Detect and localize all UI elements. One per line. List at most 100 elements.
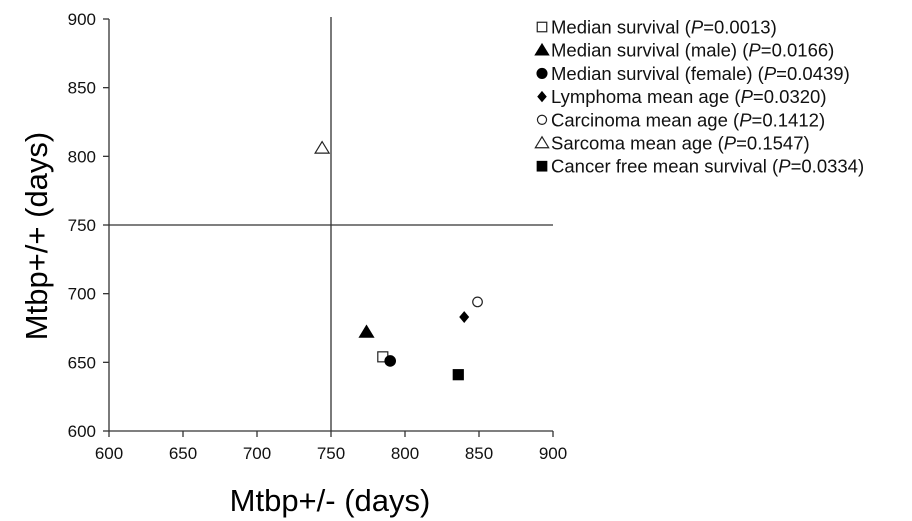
- x-tick-label: 750: [317, 444, 345, 463]
- data-point-carcinoma-mean-age: [472, 296, 483, 308]
- legend-p-value: 0.0439: [787, 63, 844, 84]
- data-point-median-survival-female: [384, 355, 396, 367]
- legend-paren-close: ): [858, 156, 864, 177]
- legend-item-median-survival: Median survival (P=0.0013): [536, 17, 777, 38]
- legend-paren-open: (: [680, 17, 692, 38]
- legend-equals: =: [703, 17, 714, 38]
- y-tick-label: 650: [68, 353, 96, 372]
- marker-shape: [534, 135, 550, 149]
- legend-paren-close: ): [771, 17, 777, 38]
- legend-paren-close: ): [844, 63, 850, 84]
- data-point-sarcoma-mean-age: [314, 140, 331, 154]
- legend-p-value: 0.1547: [747, 133, 804, 154]
- legend-p-value: 0.0334: [801, 156, 858, 177]
- legend-marker: [536, 114, 548, 125]
- legend: Median survival (P=0.0013)Median surviva…: [534, 17, 864, 177]
- x-tick-label: 800: [391, 444, 419, 463]
- marker-shape: [384, 355, 396, 367]
- legend-label: Median survival (male) (P=0.0166): [551, 40, 834, 61]
- legend-equals: =: [761, 40, 772, 61]
- data-point-median-survival-male: [358, 324, 375, 338]
- reference-lines: [109, 17, 553, 431]
- legend-series-name: Median survival (male): [551, 40, 737, 61]
- legend-marker: [537, 90, 547, 103]
- legend-p-value: 0.0320: [764, 86, 821, 107]
- marker-shape: [536, 114, 548, 125]
- marker-shape: [472, 296, 483, 308]
- legend-p-symbol: P: [724, 133, 737, 154]
- legend-paren-open: (: [737, 40, 749, 61]
- legend-paren-open: (: [728, 109, 740, 130]
- legend-item-median-survival-male: Median survival (male) (P=0.0166): [534, 40, 834, 61]
- legend-item-sarcoma-mean-age: Sarcoma mean age (P=0.1547): [534, 133, 810, 154]
- data-point-lymphoma-mean-age: [459, 311, 470, 323]
- marker-shape: [536, 21, 548, 33]
- y-tick-label: 700: [68, 285, 96, 304]
- legend-paren-close: ): [820, 86, 826, 107]
- y-tick-label: 850: [68, 79, 96, 98]
- legend-label: Sarcoma mean age (P=0.1547): [551, 133, 810, 154]
- legend-series-name: Lymphoma mean age: [551, 86, 729, 107]
- legend-p-value: 0.0166: [772, 40, 829, 61]
- x-tick-label: 850: [465, 444, 493, 463]
- x-tick-label: 900: [539, 444, 567, 463]
- marker-shape: [358, 324, 375, 338]
- y-tick-label: 800: [68, 147, 96, 166]
- legend-series-name: Sarcoma mean age: [551, 133, 712, 154]
- y-tick-label: 900: [68, 10, 96, 29]
- legend-item-median-survival-female: Median survival (female) (P=0.0439): [536, 63, 850, 84]
- axes: 600 650 700 750 800 850 900 600 650 700 750 800 850 9…: [68, 10, 568, 463]
- legend-paren-close: ): [804, 133, 810, 154]
- marker-shape: [534, 42, 550, 56]
- legend-series-name: Median survival: [551, 17, 680, 38]
- legend-marker: [534, 135, 550, 149]
- legend-item-cancer-free-mean-survival: Cancer free mean survival (P=0.0334): [536, 156, 864, 177]
- marker-shape: [459, 311, 470, 323]
- legend-item-lymphoma-mean-age: Lymphoma mean age (P=0.0320): [537, 86, 827, 107]
- legend-paren-open: (: [767, 156, 779, 177]
- legend-equals: =: [791, 156, 802, 177]
- legend-paren-open: (: [729, 86, 741, 107]
- legend-marker: [536, 67, 548, 79]
- legend-equals: =: [736, 133, 747, 154]
- legend-p-value: 0.1412: [762, 109, 819, 130]
- legend-label: Cancer free mean survival (P=0.0334): [551, 156, 864, 177]
- legend-p-symbol: P: [764, 63, 777, 84]
- legend-marker: [536, 160, 548, 172]
- legend-series-name: Median survival (female): [551, 63, 753, 84]
- y-tick-label: 600: [68, 422, 96, 441]
- legend-label: Carcinoma mean age (P=0.1412): [551, 109, 825, 130]
- x-tick-label: 650: [169, 444, 197, 463]
- marker-shape: [314, 140, 331, 154]
- marker-shape: [536, 67, 548, 79]
- x-tick-label: 700: [243, 444, 271, 463]
- legend-series-name: Carcinoma mean age: [551, 109, 728, 130]
- legend-p-symbol: P: [778, 156, 791, 177]
- legend-equals: =: [752, 109, 763, 130]
- legend-p-value: 0.0013: [714, 17, 771, 38]
- x-axis-title: Mtbp+/- (days): [230, 483, 431, 518]
- y-tick-label: 750: [68, 216, 96, 235]
- legend-p-symbol: P: [748, 40, 761, 61]
- x-tick-label: 600: [95, 444, 123, 463]
- marker-shape: [537, 90, 547, 103]
- data-points: [314, 140, 483, 381]
- legend-paren-open: (: [753, 63, 765, 84]
- legend-label: Lymphoma mean age (P=0.0320): [551, 86, 827, 107]
- legend-paren-close: ): [828, 40, 834, 61]
- legend-label: Median survival (P=0.0013): [551, 17, 777, 38]
- legend-marker: [536, 21, 548, 33]
- legend-label: Median survival (female) (P=0.0439): [551, 63, 850, 84]
- y-axis-title: Mtbp+/+ (days): [19, 132, 54, 340]
- legend-equals: =: [753, 86, 764, 107]
- legend-paren-open: (: [712, 133, 724, 154]
- marker-shape: [536, 160, 548, 172]
- legend-item-carcinoma-mean-age: Carcinoma mean age (P=0.1412): [536, 109, 825, 130]
- marker-shape: [452, 369, 464, 381]
- legend-marker: [534, 42, 550, 56]
- legend-equals: =: [776, 63, 787, 84]
- legend-p-symbol: P: [741, 86, 754, 107]
- legend-p-symbol: P: [739, 109, 752, 130]
- legend-paren-close: ): [819, 109, 825, 130]
